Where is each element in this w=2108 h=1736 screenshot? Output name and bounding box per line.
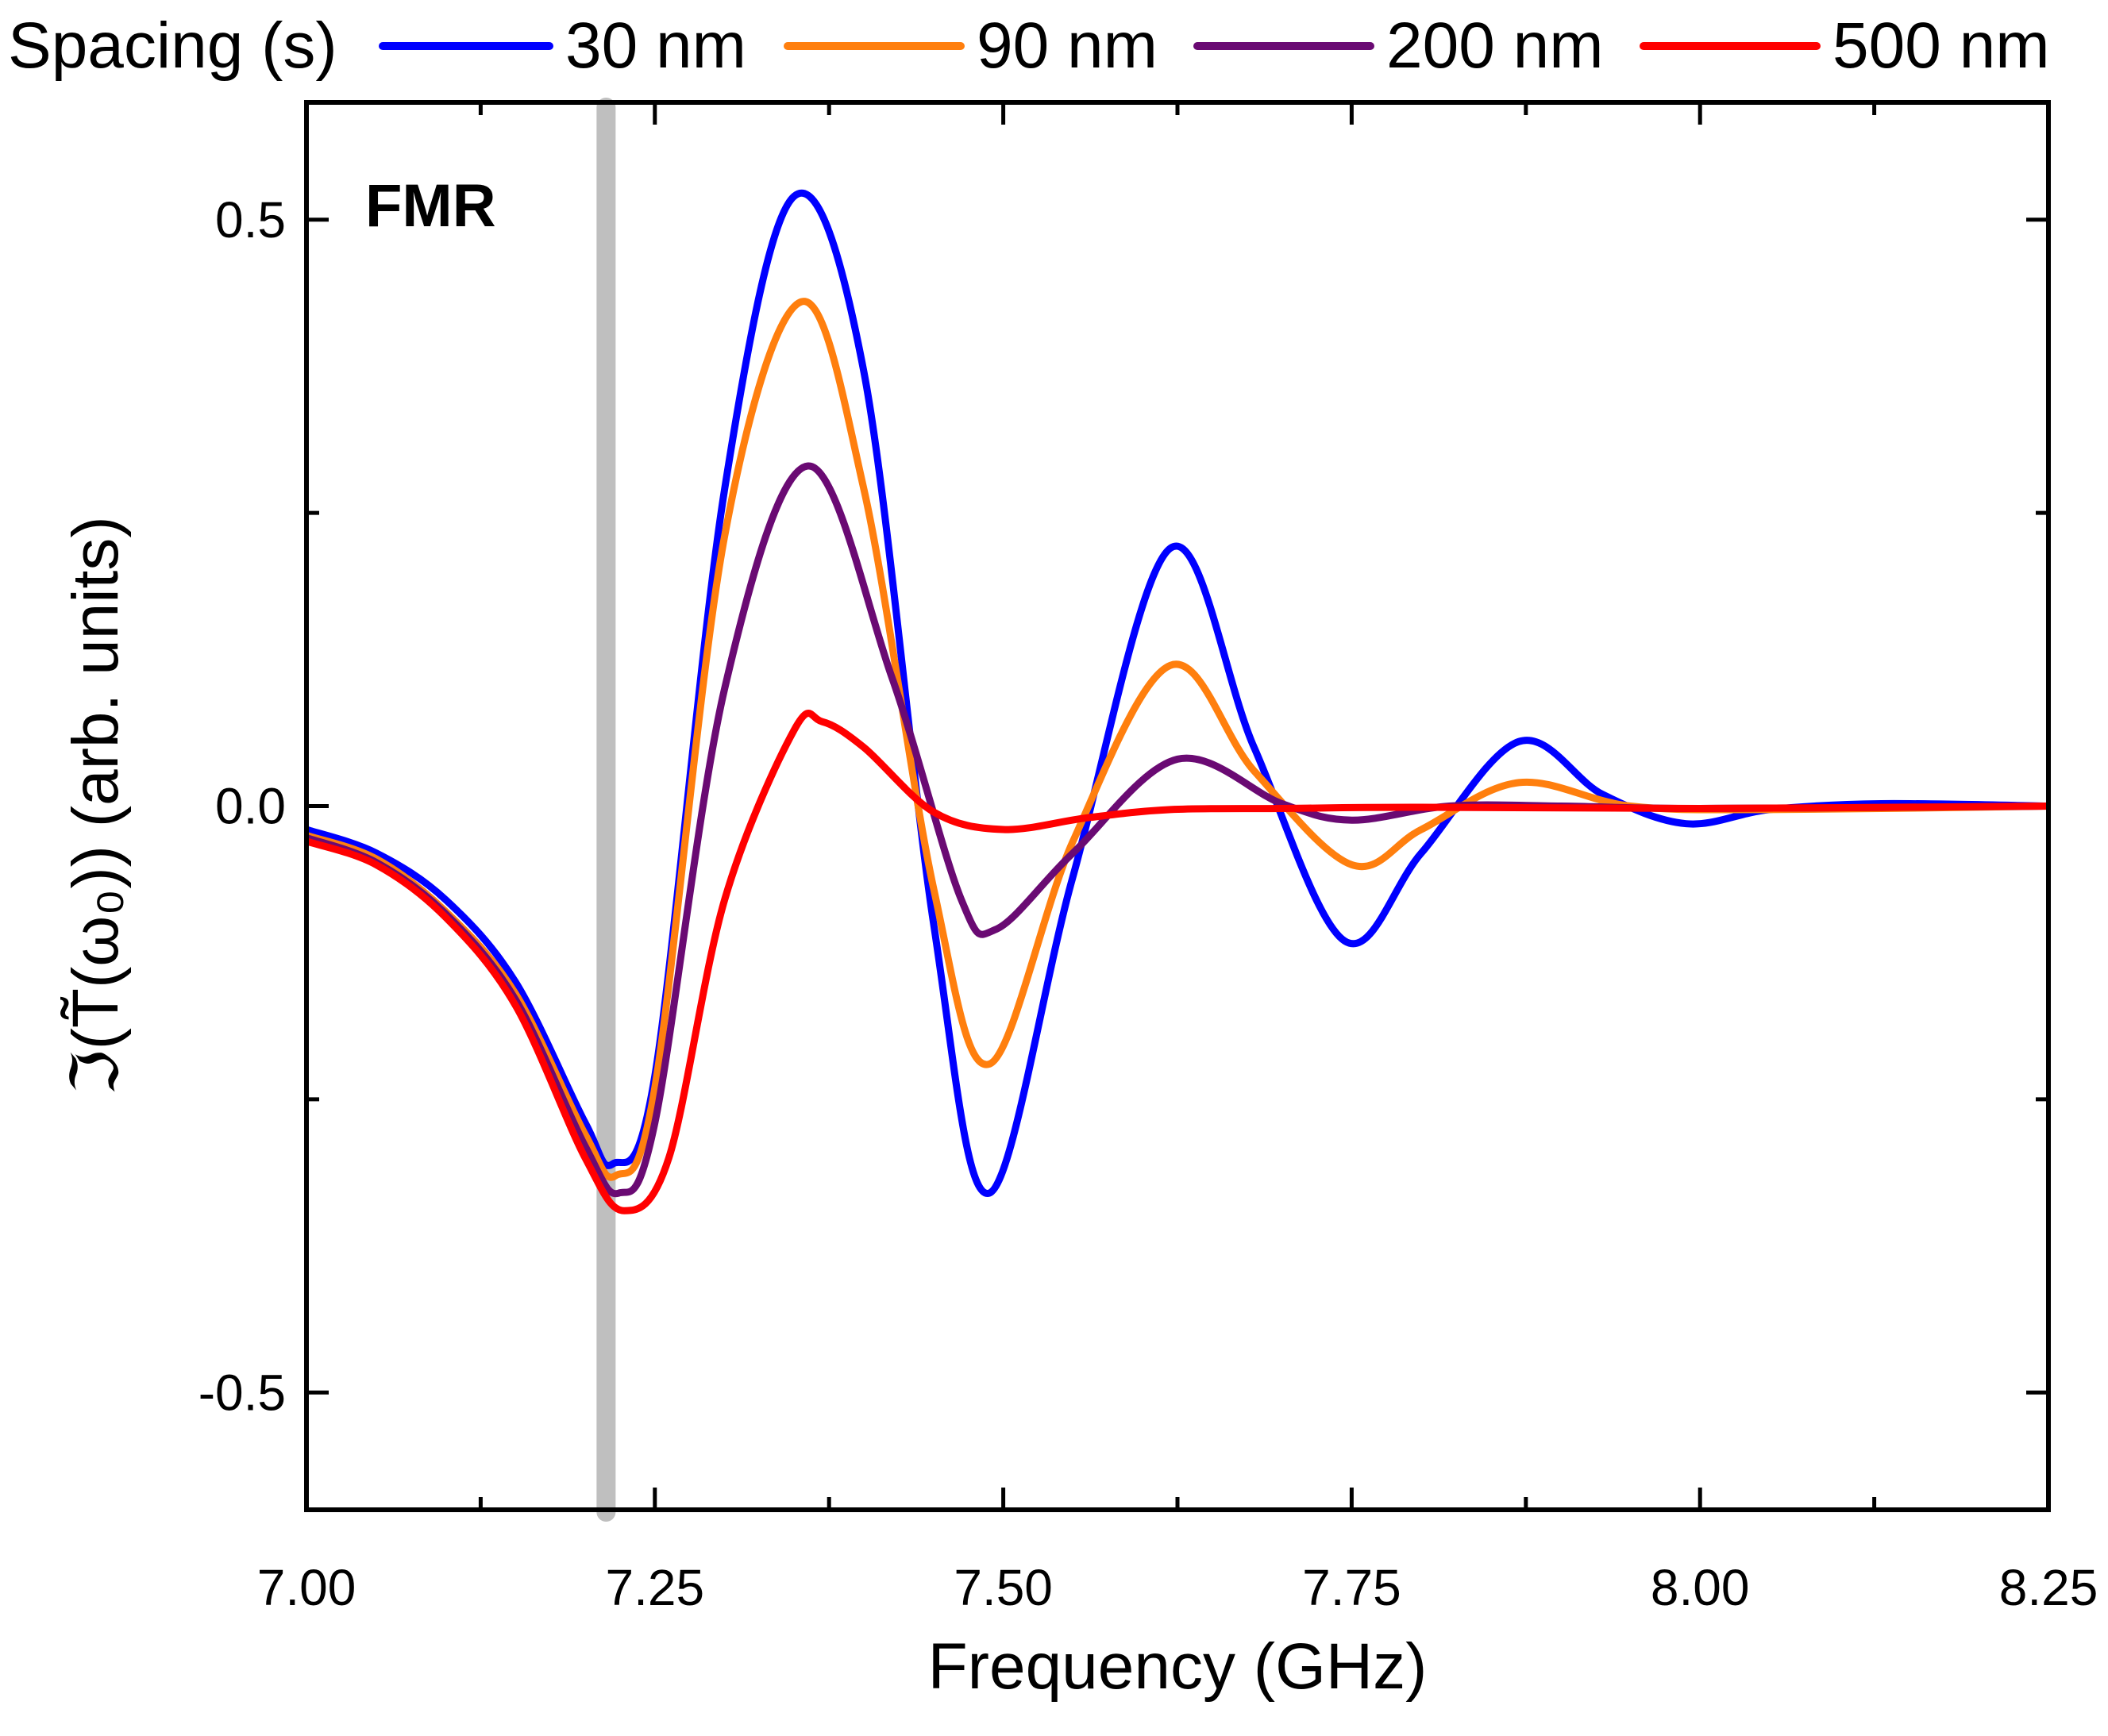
x-tick-labels: 7.00 7.25 7.50 7.75 8.00 8.25	[257, 1559, 2098, 1616]
series-line-500-nm	[306, 710, 2048, 1214]
legend: Spacing (s) 30 nm 90 nm 200 nm 500 nm	[8, 10, 2050, 82]
series-line-90-nm	[306, 298, 2048, 1181]
x-tick-label: 8.25	[1999, 1559, 2098, 1616]
y-tick-label: 0.0	[215, 778, 286, 835]
fmr-label: FMR	[365, 172, 496, 240]
legend-title: Spacing (s)	[8, 10, 337, 82]
legend-items: 30 nm 90 nm 200 nm 500 nm	[379, 10, 2050, 82]
legend-label: 200 nm	[1386, 10, 1604, 82]
y-tick-label: -0.5	[198, 1364, 286, 1421]
plot-frame	[304, 100, 2051, 1512]
x-axis-title: Frequency (GHz)	[928, 1630, 1428, 1703]
legend-label: 500 nm	[1832, 10, 2050, 82]
legend-label: 90 nm	[977, 10, 1158, 82]
x-tick-label: 7.75	[1302, 1559, 1401, 1616]
x-tick-label: 7.50	[954, 1559, 1053, 1616]
x-tick-label: 8.00	[1651, 1559, 1750, 1616]
y-axis-title: ℑ(T̃(ω₀)) (arb. units)	[60, 516, 132, 1095]
series-lines	[306, 189, 2048, 1214]
x-tick-label: 7.00	[257, 1559, 356, 1616]
fmr-marker: FMR	[365, 98, 616, 1522]
y-tick-labels: 0.5 0.0 -0.5	[198, 191, 286, 1422]
legend-label: 30 nm	[565, 10, 746, 82]
series-line-30-nm	[306, 189, 2048, 1197]
x-tick-label: 7.25	[606, 1559, 705, 1616]
y-tick-label: 0.5	[215, 191, 286, 248]
